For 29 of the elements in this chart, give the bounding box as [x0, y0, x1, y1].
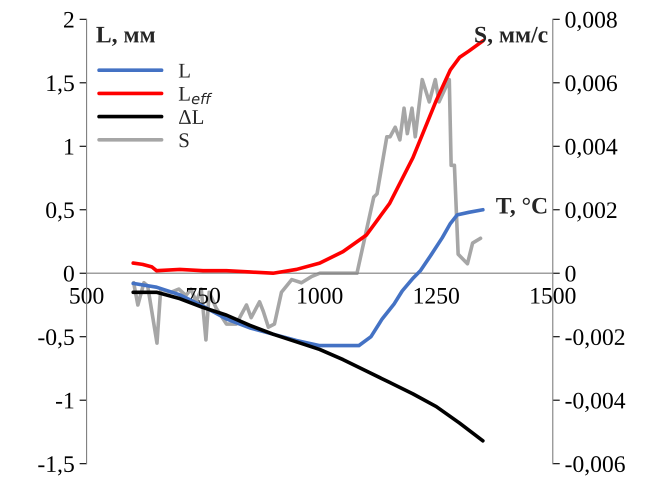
y-tick-label: -1 — [56, 392, 74, 408]
annotation: T, °C — [496, 198, 546, 218]
legend-label: S — [180, 133, 189, 148]
y2-tick-label: -0,002 — [565, 329, 624, 349]
y-tick-label: 1,5 — [47, 75, 74, 95]
y-tick-label: 1 — [65, 138, 74, 154]
x-tick-label: 1000 — [298, 288, 342, 304]
y2-tick-label: 0 — [565, 266, 576, 282]
annotation: S, мм/с — [475, 26, 548, 46]
annotation: L, мм — [96, 26, 155, 46]
y2-tick-label: -0,006 — [565, 456, 625, 476]
y2-tick-label: -0,004 — [565, 392, 626, 412]
y-tick-label: -1,5 — [38, 456, 74, 476]
legend-label: L$_{eff}$ — [178, 86, 212, 104]
y-tick-label: -0,5 — [38, 329, 74, 349]
legend-label: ΔL — [179, 110, 204, 124]
y-tick-label: 0 — [64, 266, 74, 282]
x-tick-label: 1500 — [531, 288, 576, 304]
x-tick-label: 500 — [70, 288, 104, 304]
x-tick-label: 1250 — [414, 288, 459, 304]
y2-tick-label: 0,004 — [565, 138, 618, 158]
y2-tick-label: 0,006 — [565, 75, 618, 95]
y2-tick-label: 0,008 — [565, 12, 617, 32]
y-tick-label: 0,5 — [46, 202, 74, 222]
y2-tick-label: 0,002 — [565, 202, 616, 222]
y-tick-label: 2 — [64, 12, 74, 28]
legend-label: L — [178, 64, 190, 78]
x-tick-label: 750 — [186, 288, 220, 304]
line-series — [132, 78, 482, 345]
